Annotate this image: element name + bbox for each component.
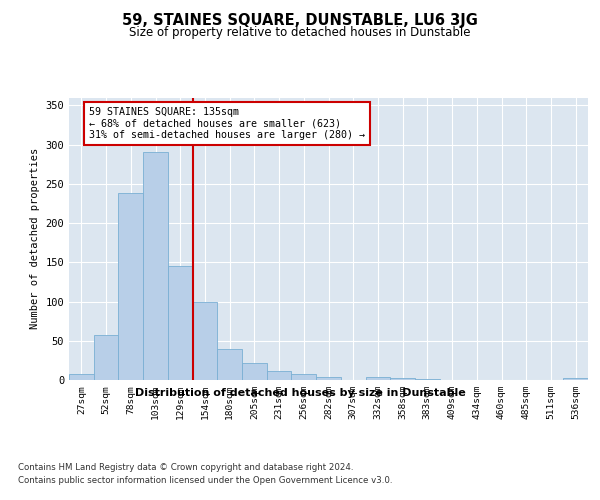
Text: Distribution of detached houses by size in Dunstable: Distribution of detached houses by size … bbox=[134, 388, 466, 398]
Bar bbox=[94, 336, 118, 380]
Bar bbox=[217, 348, 242, 380]
Text: Contains HM Land Registry data © Crown copyright and database right 2024.: Contains HM Land Registry data © Crown c… bbox=[18, 462, 353, 471]
Bar bbox=[563, 378, 588, 380]
Text: Size of property relative to detached houses in Dunstable: Size of property relative to detached ho… bbox=[129, 26, 471, 39]
Text: 59 STAINES SQUARE: 135sqm
← 68% of detached houses are smaller (623)
31% of semi: 59 STAINES SQUARE: 135sqm ← 68% of detac… bbox=[89, 107, 365, 140]
Bar bbox=[69, 374, 94, 380]
Text: 59, STAINES SQUARE, DUNSTABLE, LU6 3JG: 59, STAINES SQUARE, DUNSTABLE, LU6 3JG bbox=[122, 12, 478, 28]
Bar bbox=[267, 372, 292, 380]
Bar bbox=[118, 193, 143, 380]
Bar bbox=[316, 377, 341, 380]
Bar bbox=[415, 379, 440, 380]
Bar bbox=[365, 377, 390, 380]
Bar bbox=[390, 378, 415, 380]
Y-axis label: Number of detached properties: Number of detached properties bbox=[30, 148, 40, 330]
Text: Contains public sector information licensed under the Open Government Licence v3: Contains public sector information licen… bbox=[18, 476, 392, 485]
Bar bbox=[168, 266, 193, 380]
Bar bbox=[242, 362, 267, 380]
Bar bbox=[143, 152, 168, 380]
Bar bbox=[292, 374, 316, 380]
Bar bbox=[193, 302, 217, 380]
